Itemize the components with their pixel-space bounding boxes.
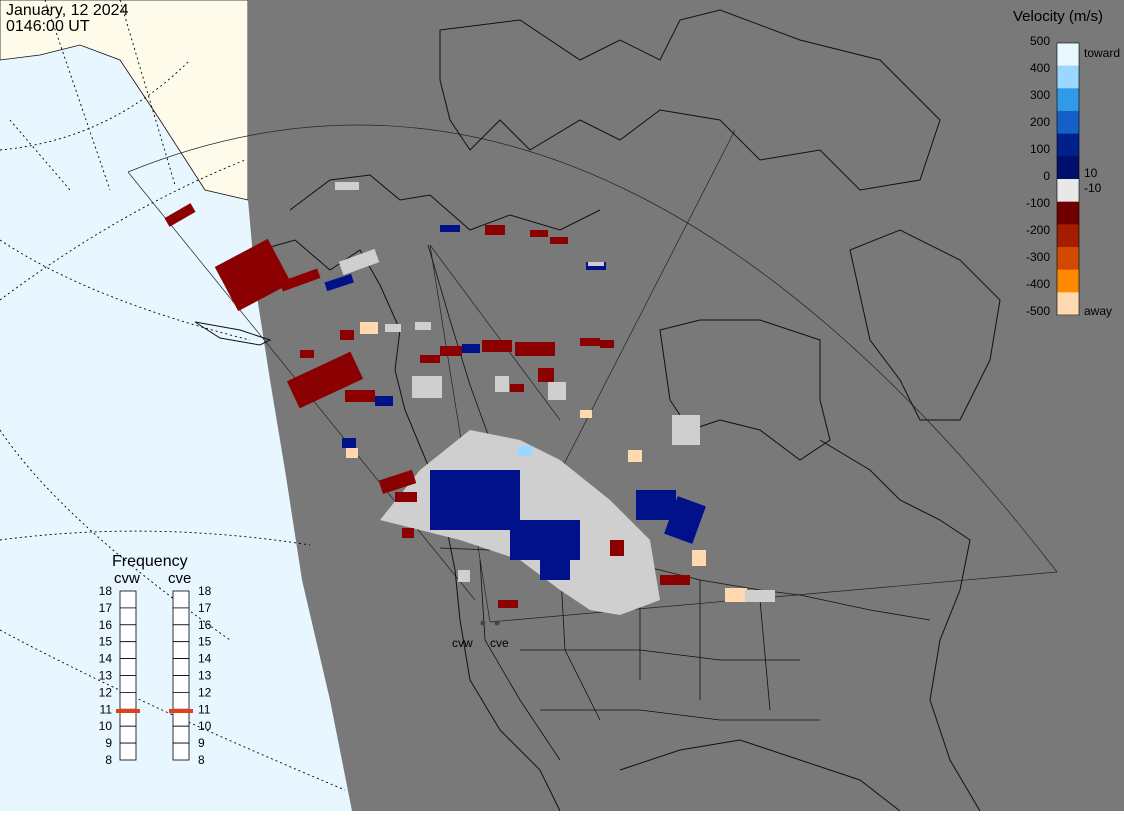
cvw-frequency-cell (119, 725, 137, 744)
frequency-scale-labels: 18 18 17 17 16 16 15 15 14 14 13 13 12 12 11 11 10 10 9 9 8 8 (99, 584, 212, 767)
legend-small-neg-label: -10 (1084, 181, 1102, 195)
cvw-radar-label: cvw (114, 570, 140, 587)
velocity-color-segment (1057, 43, 1079, 67)
frequency-scale-label-right: 10 (198, 719, 212, 733)
velocity-color-segment (1057, 65, 1079, 89)
velocity-color-segment (1057, 88, 1079, 112)
cve-frequency-cell (172, 641, 190, 660)
cvw-site-marker (480, 620, 486, 626)
velocity-tick-label: 0 (1043, 169, 1050, 183)
velocity-tick-labels: 500 400 300 200 100 0 -100 -200 -300 -400 -500 (1026, 34, 1050, 318)
frequency-scale-label-right: 16 (198, 618, 212, 632)
frequency-scale-label-left: 10 (99, 719, 113, 733)
cve-frequency-cell (172, 624, 190, 643)
velocity-color-segment (1057, 247, 1079, 271)
frequency-scale-label-right: 17 (198, 601, 212, 615)
frequency-scale-label-left: 9 (105, 736, 112, 750)
frequency-scale-label-left: 8 (105, 753, 112, 767)
frequency-scale-label-right: 13 (198, 669, 212, 683)
velocity-color-segment (1057, 224, 1079, 248)
frequency-scale-label-right: 11 (198, 702, 211, 716)
radar-echo-cells (164, 182, 700, 462)
radar-echo-fan (378, 430, 775, 615)
velocity-color-segment (1057, 292, 1079, 316)
frequency-title: Frequency (112, 553, 188, 570)
cvw-frequency-cell (119, 675, 137, 693)
velocity-color-bar (1056, 42, 1080, 316)
frequency-scale-label-left: 12 (99, 685, 113, 699)
cve-frequency-cell (172, 725, 190, 744)
frequency-scale-label-right: 8 (198, 753, 205, 767)
frequency-panel: Frequency cvw cve 18 18 17 17 16 16 15 15 14 14 13… (99, 553, 212, 767)
cvw-frequency-cell (119, 692, 137, 710)
cve-frequency-cell (172, 692, 190, 710)
frequency-scale-label-left: 16 (99, 618, 113, 632)
cvw-frequency-cell (119, 590, 137, 609)
cve-frequency-cell (172, 742, 190, 761)
cvw-frequency-cell (119, 607, 137, 626)
velocity-tick-label: 200 (1030, 115, 1050, 129)
velocity-tick-label: -400 (1026, 277, 1050, 291)
legend-small-pos-label: 10 (1084, 166, 1098, 180)
cvw-frequency-cell (119, 641, 137, 660)
frequency-scale-label-right: 12 (198, 685, 212, 699)
frequency-scale-label-left: 14 (99, 652, 113, 666)
velocity-tick-label: -100 (1026, 196, 1050, 210)
frequency-scale-label-right: 9 (198, 736, 205, 750)
cvw-frequency-cell (119, 742, 137, 761)
frequency-scale-label-right: 14 (198, 652, 212, 666)
date-label: January, 12 2024 (6, 2, 129, 19)
frequency-bars (116, 590, 193, 761)
away-label: away (1084, 304, 1112, 318)
velocity-color-segment (1057, 156, 1079, 180)
velocity-color-segment (1057, 269, 1079, 293)
cve-radar-label: cve (168, 570, 191, 587)
velocity-tick-label: 300 (1030, 88, 1050, 102)
velocity-tick-label: -300 (1026, 250, 1050, 264)
frequency-scale-label-right: 18 (198, 584, 212, 598)
cve-frequency-cell (172, 590, 190, 609)
velocity-legend-title: Velocity (m/s) (1013, 8, 1103, 25)
radar-site-markers: cvw cve (452, 620, 509, 650)
cve-frequency-cell (172, 658, 190, 676)
cvw-site-label: cvw (452, 636, 473, 650)
cve-frequency-cell (172, 607, 190, 626)
frequency-scale-label-left: 13 (99, 669, 113, 683)
velocity-color-segment (1057, 133, 1079, 157)
cve-frequency-cell (172, 675, 190, 693)
frequency-scale-label-left: 18 (99, 584, 113, 598)
toward-label: toward (1084, 46, 1120, 60)
velocity-tick-label: -500 (1026, 304, 1050, 318)
velocity-legend: Velocity (m/s) 500 400 300 200 100 0 -100 -200 -… (1013, 8, 1120, 318)
velocity-color-segment (1057, 179, 1079, 203)
coastlines (194, 9, 1001, 812)
cvw-frequency-cell (119, 624, 137, 643)
velocity-tick-label: -200 (1026, 223, 1050, 237)
velocity-color-bar-frame (1056, 42, 1080, 316)
frequency-scale-label-left: 15 (99, 635, 113, 649)
velocity-tick-label: 400 (1030, 61, 1050, 75)
cvw-frequency-marker (116, 708, 140, 713)
velocity-color-segment (1057, 111, 1079, 135)
frequency-scale-label-right: 15 (198, 635, 212, 649)
velocity-tick-label: 100 (1030, 142, 1050, 156)
cve-site-label: cve (490, 636, 509, 650)
cve-frequency-marker (169, 708, 193, 713)
time-label: 0146:00 UT (6, 18, 90, 35)
cve-site-marker (494, 620, 500, 626)
velocity-color-segment (1057, 201, 1079, 225)
frequency-scale-label-left: 17 (99, 601, 113, 615)
cvw-frequency-cell (119, 658, 137, 676)
frequency-scale-label-left: 11 (100, 702, 113, 716)
night-region (248, 0, 1124, 811)
velocity-tick-label: 500 (1030, 34, 1050, 48)
lat-lon-grid (0, 0, 346, 791)
